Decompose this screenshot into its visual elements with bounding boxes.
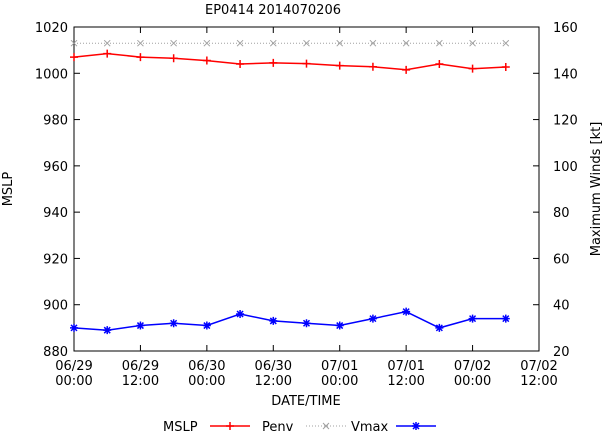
x-tick-label-time: 00:00 [55, 374, 92, 389]
data-point-mslp [302, 59, 311, 68]
data-point-penv [469, 39, 476, 47]
y-tick-label: 920 [43, 252, 68, 267]
x-tick-label-date: 07/01 [321, 359, 358, 374]
chart-title: EP0414 2014070206 [205, 3, 341, 18]
data-point-penv [236, 39, 244, 47]
data-point-penv [137, 39, 144, 47]
data-point-vmax [302, 319, 311, 328]
y-axis-label: MSLP [1, 172, 16, 207]
x-tick-label-date: 07/02 [454, 359, 491, 374]
y-tick-label: 1000 [35, 67, 68, 82]
data-point-penv [203, 39, 211, 47]
y2-tick-label: 40 [553, 299, 570, 314]
y2-tick-label: 160 [553, 21, 578, 36]
data-point-mslp [468, 64, 477, 73]
y2-axis-label: Maximum Winds [kt] [589, 122, 604, 257]
data-point-mslp [501, 63, 510, 72]
data-point-penv [70, 39, 78, 47]
series-layer [70, 39, 510, 335]
data-point-vmax [169, 319, 178, 328]
data-point-mslp [368, 62, 377, 71]
x-tick-label-date: 07/02 [520, 359, 557, 374]
data-point-penv [402, 39, 410, 47]
data-point-mslp [70, 53, 78, 62]
data-point-vmax [70, 323, 78, 332]
y-tick-label: 900 [43, 299, 68, 314]
data-point-mslp [435, 60, 444, 69]
axis-ticks: 880 900 920 940 960 980 1000 1020 20 40 60 80 100 120… [35, 21, 578, 389]
data-point-penv [336, 39, 344, 47]
x-tick-label-date: 07/01 [387, 359, 424, 374]
y-tick-label: 1020 [35, 21, 68, 36]
y-tick-label: 880 [43, 345, 68, 360]
data-point-vmax [335, 321, 344, 330]
data-point-vmax [202, 321, 211, 330]
data-point-penv [369, 39, 377, 47]
data-point-vmax [368, 314, 377, 323]
data-point-vmax [269, 316, 278, 325]
data-point-vmax [435, 323, 444, 332]
legend-marker-mslp [226, 422, 234, 430]
x-tick-label-time: 00:00 [188, 374, 225, 389]
x-tick-label-date: 06/30 [188, 359, 225, 374]
legend-marker-penv [322, 422, 330, 430]
data-point-mslp [335, 61, 344, 70]
x-tick-label-time: 12:00 [387, 374, 424, 389]
data-point-mslp [202, 56, 211, 65]
x-tick-label-time: 12:00 [122, 374, 159, 389]
y2-tick-label: 60 [553, 252, 570, 267]
data-point-penv [502, 39, 510, 47]
data-point-vmax [136, 321, 145, 330]
x-tick-label-time: 12:00 [255, 374, 292, 389]
data-point-penv [436, 39, 443, 47]
data-point-mslp [169, 54, 178, 63]
data-point-penv [303, 39, 310, 47]
data-point-penv [269, 39, 277, 47]
plot-area [73, 26, 540, 352]
data-point-mslp [103, 49, 112, 58]
x-tick-label-time: 00:00 [321, 374, 358, 389]
data-point-vmax [468, 314, 477, 323]
legend-label-vmax: Vmax [351, 420, 389, 432]
data-point-vmax [236, 309, 245, 318]
legend-label-penv: Penv [262, 420, 294, 432]
series-line-mslp [73, 52, 506, 71]
data-point-penv [103, 39, 111, 47]
series-line-vmax [73, 310, 506, 331]
legend-marker-vmax [412, 422, 420, 430]
data-point-vmax [103, 326, 112, 335]
y-tick-label: 940 [43, 206, 68, 221]
y-tick-label: 960 [43, 160, 68, 175]
x-tick-label-time: 00:00 [454, 374, 491, 389]
x-tick-label-date: 06/30 [255, 359, 292, 374]
data-point-mslp [236, 60, 245, 69]
y2-tick-label: 140 [553, 67, 578, 82]
data-point-penv [170, 39, 177, 47]
data-point-mslp [269, 58, 278, 67]
y2-tick-label: 120 [553, 114, 578, 129]
x-tick-label-time: 12:00 [520, 374, 557, 389]
legend: MSLP Penv Vmax [163, 420, 436, 432]
x-tick-label-date: 06/29 [55, 359, 92, 374]
data-point-mslp [402, 65, 411, 74]
y2-tick-label: 100 [553, 160, 578, 175]
x-axis-label: DATE/TIME [271, 394, 340, 409]
y2-tick-label: 80 [553, 206, 570, 221]
data-point-vmax [402, 307, 411, 316]
data-point-vmax [501, 314, 510, 323]
legend-label-mslp: MSLP [163, 420, 198, 432]
y2-tick-label: 20 [553, 345, 570, 360]
data-point-mslp [136, 53, 145, 62]
y-tick-label: 980 [43, 114, 68, 129]
x-tick-label-date: 06/29 [122, 359, 159, 374]
